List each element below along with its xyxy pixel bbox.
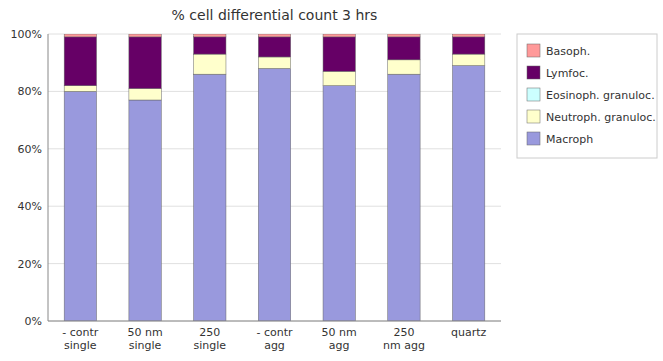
- bar-segment: [258, 37, 290, 57]
- legend-swatch: [527, 44, 540, 57]
- x-tick-label: 250single: [193, 326, 226, 352]
- bar-segment: [452, 54, 484, 65]
- bar-segment: [129, 34, 161, 37]
- bar-segment: [64, 91, 96, 321]
- legend: Basoph. Lymfoc. Eosinoph. granuloc. Neutrop…: [517, 34, 657, 158]
- y-tick-label: 100%: [11, 28, 42, 41]
- bar-segment: [388, 74, 420, 321]
- legend-swatch: [527, 110, 540, 123]
- legend-swatch: [527, 88, 540, 101]
- bar-segment: [194, 34, 226, 37]
- legend-swatch: [527, 66, 540, 79]
- grid-line: [48, 321, 501, 322]
- legend-label: Lymfoc.: [546, 67, 589, 80]
- bar-segment: [452, 66, 484, 321]
- legend-label: Neutroph. granuloc.: [546, 111, 656, 124]
- bar-segment: [388, 60, 420, 74]
- x-tick-label: 50 nmsingle: [127, 326, 162, 352]
- bar-segment: [323, 34, 355, 37]
- bar-segment: [323, 37, 355, 71]
- x-tick-label: - contragg: [256, 326, 293, 352]
- bar-segment: [194, 74, 226, 321]
- y-tick-label: 20%: [18, 258, 42, 271]
- bar-segment: [452, 34, 484, 37]
- x-tick-label: 50 nmagg: [322, 326, 357, 352]
- bar-segment: [64, 86, 96, 92]
- y-tick-label: 0%: [25, 315, 42, 328]
- bar-segment: [323, 86, 355, 321]
- y-tick-label: 40%: [18, 200, 42, 213]
- chart: % cell differential count 3 hrs 0% 20% 40% 6…: [0, 0, 663, 361]
- bar-segment: [258, 57, 290, 68]
- x-tick-label: - contrsingle: [62, 326, 99, 352]
- x-tick-label: 250nm agg: [383, 326, 425, 352]
- legend-label: Basoph.: [546, 45, 590, 58]
- bar-segment: [194, 37, 226, 54]
- bar-segment: [64, 37, 96, 86]
- y-axis-line: [48, 34, 49, 321]
- bars: [64, 34, 485, 321]
- x-axis-line: [48, 321, 501, 322]
- bar-segment: [194, 54, 226, 74]
- bar-segment: [323, 71, 355, 85]
- legend-frame: [517, 34, 657, 158]
- bar-segment: [258, 68, 290, 321]
- bar-segment: [64, 34, 96, 37]
- bar-segment: [388, 37, 420, 60]
- y-tick-label: 60%: [18, 143, 42, 156]
- x-tick-label: quartz: [451, 326, 487, 339]
- bar-segment: [129, 100, 161, 321]
- bar-segment: [452, 37, 484, 54]
- bar-segment: [129, 37, 161, 89]
- bar-segment: [388, 34, 420, 37]
- legend-label: Eosinoph. granuloc.: [546, 89, 655, 102]
- bar-segment: [258, 34, 290, 37]
- legend-swatch: [527, 132, 540, 145]
- bar-segment: [129, 89, 161, 100]
- y-tick-label: 80%: [18, 85, 42, 98]
- title: % cell differential count 3 hrs: [172, 7, 378, 23]
- grid: [48, 34, 501, 321]
- legend-label: Macroph: [546, 133, 593, 146]
